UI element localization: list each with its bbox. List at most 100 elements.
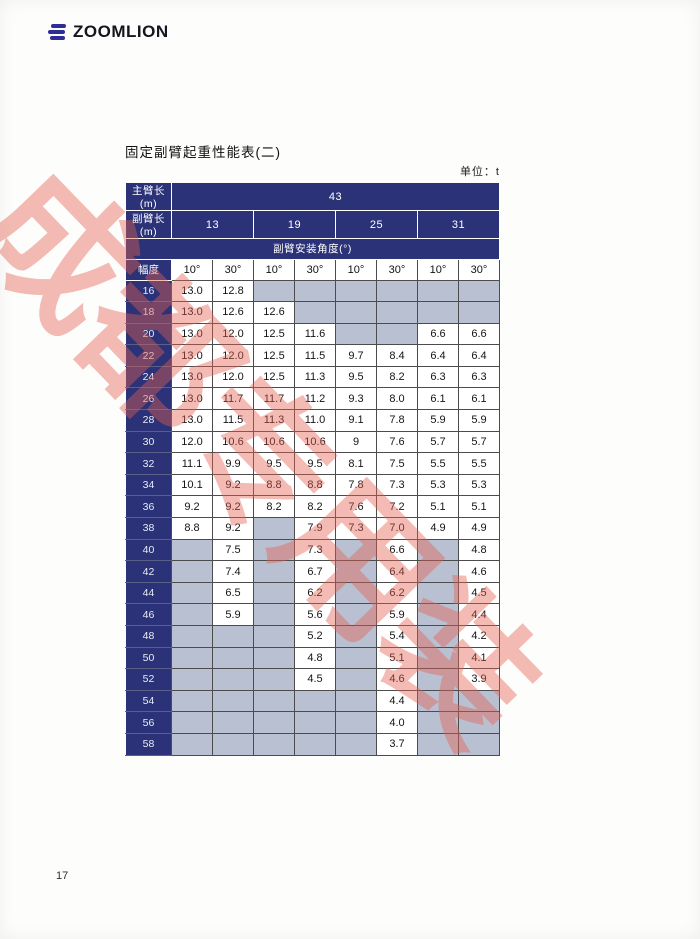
radius-cell: 32 bbox=[125, 452, 172, 475]
load-chart-table: 主臂长(m) 43 副臂长(m) 13 19 25 31 副臂安装角度(°) 幅… bbox=[125, 182, 500, 756]
angle-columns-row: 幅度 10° 30° 10° 30° 10° 30° 10° 30° bbox=[125, 258, 500, 281]
value-cell: 7.5 bbox=[212, 538, 254, 562]
value-cell bbox=[171, 560, 213, 583]
value-cell: 8.0 bbox=[376, 387, 418, 411]
value-cell: 4.9 bbox=[458, 517, 500, 540]
value-cell: 7.3 bbox=[376, 473, 418, 497]
value-cell bbox=[335, 560, 377, 583]
value-cell: 11.7 bbox=[212, 387, 254, 411]
value-cell bbox=[294, 279, 336, 303]
table-row: 20 13.0 12.0 12.5 11.6 6.6 6.6 bbox=[125, 322, 500, 346]
angle-col: 30° bbox=[376, 258, 418, 281]
value-cell: 12.8 bbox=[212, 279, 254, 303]
value-cell bbox=[458, 711, 500, 734]
value-cell: 11.5 bbox=[212, 409, 254, 432]
value-cell bbox=[335, 646, 377, 670]
value-cell: 12.5 bbox=[253, 322, 295, 346]
value-cell bbox=[335, 732, 377, 756]
value-cell: 9.7 bbox=[335, 344, 377, 367]
main-boom-label: 主臂长(m) bbox=[125, 182, 172, 211]
value-cell: 5.9 bbox=[417, 409, 459, 432]
value-cell: 5.6 bbox=[294, 603, 336, 626]
value-cell: 11.3 bbox=[253, 409, 295, 432]
table-row: 34 10.1 9.2 8.8 8.8 7.8 7.3 5.3 5.3 bbox=[125, 473, 500, 497]
value-cell bbox=[294, 711, 336, 734]
value-cell bbox=[253, 732, 295, 756]
table-row: 56 4.0 bbox=[125, 711, 500, 734]
value-cell bbox=[253, 711, 295, 734]
table-row: 40 7.5 7.3 6.6 4.8 bbox=[125, 538, 500, 562]
value-cell: 11.3 bbox=[294, 365, 336, 389]
value-cell: 3.7 bbox=[376, 732, 418, 756]
value-cell: 11.1 bbox=[171, 452, 213, 475]
value-cell bbox=[171, 732, 213, 756]
value-cell bbox=[212, 732, 254, 756]
value-cell: 11.7 bbox=[253, 387, 295, 411]
value-cell: 13.0 bbox=[171, 322, 213, 346]
value-cell: 12.5 bbox=[253, 344, 295, 367]
value-cell bbox=[417, 646, 459, 670]
value-cell: 5.7 bbox=[417, 430, 459, 454]
value-cell: 9.1 bbox=[335, 409, 377, 432]
jib-length-value: 25 bbox=[335, 210, 418, 239]
value-cell: 13.0 bbox=[171, 409, 213, 432]
value-cell: 7.3 bbox=[335, 517, 377, 540]
radius-cell: 58 bbox=[125, 732, 172, 756]
value-cell bbox=[171, 689, 213, 713]
table-row: 32 11.1 9.9 9.5 9.5 8.1 7.5 5.5 5.5 bbox=[125, 452, 500, 475]
value-cell: 10.6 bbox=[294, 430, 336, 454]
value-cell: 7.2 bbox=[376, 495, 418, 519]
value-cell: 4.5 bbox=[458, 581, 500, 605]
value-cell: 13.0 bbox=[171, 301, 213, 324]
value-cell bbox=[417, 732, 459, 756]
radius-cell: 50 bbox=[125, 646, 172, 670]
value-cell: 5.9 bbox=[376, 603, 418, 626]
radius-cell: 34 bbox=[125, 473, 172, 497]
value-cell bbox=[335, 689, 377, 713]
table-row: 48 5.2 5.4 4.2 bbox=[125, 625, 500, 648]
angle-col: 30° bbox=[294, 258, 336, 281]
value-cell: 7.8 bbox=[335, 473, 377, 497]
value-cell: 4.8 bbox=[294, 646, 336, 670]
value-cell: 9.5 bbox=[335, 365, 377, 389]
value-cell: 12.5 bbox=[253, 365, 295, 389]
value-cell: 5.5 bbox=[458, 452, 500, 475]
main-boom-row: 主臂长(m) 43 bbox=[125, 182, 500, 211]
value-cell: 7.9 bbox=[294, 517, 336, 540]
radius-cell: 22 bbox=[125, 344, 172, 367]
table-row: 18 13.0 12.6 12.6 bbox=[125, 301, 500, 324]
value-cell bbox=[253, 560, 295, 583]
radius-cell: 24 bbox=[125, 365, 172, 389]
radius-cell: 38 bbox=[125, 517, 172, 540]
value-cell bbox=[335, 322, 377, 346]
value-cell: 7.5 bbox=[376, 452, 418, 475]
value-cell: 9 bbox=[335, 430, 377, 454]
unit-label: 单位：t bbox=[459, 166, 500, 178]
value-cell: 8.1 bbox=[335, 452, 377, 475]
value-cell bbox=[376, 279, 418, 303]
value-cell: 6.7 bbox=[294, 560, 336, 583]
value-cell: 12.0 bbox=[212, 344, 254, 367]
value-cell: 6.4 bbox=[458, 344, 500, 367]
value-cell: 6.6 bbox=[417, 322, 459, 346]
value-cell bbox=[171, 646, 213, 670]
value-cell: 9.5 bbox=[253, 452, 295, 475]
value-cell bbox=[417, 668, 459, 691]
value-cell bbox=[294, 732, 336, 756]
value-cell: 9.2 bbox=[212, 517, 254, 540]
value-cell bbox=[171, 603, 213, 626]
value-cell bbox=[458, 689, 500, 713]
value-cell bbox=[253, 538, 295, 562]
value-cell bbox=[417, 603, 459, 626]
value-cell bbox=[212, 689, 254, 713]
value-cell: 5.1 bbox=[458, 495, 500, 519]
zoomlion-logo: ZOOMLION bbox=[48, 22, 169, 42]
value-cell: 5.4 bbox=[376, 625, 418, 648]
value-cell: 12.0 bbox=[212, 322, 254, 346]
value-cell bbox=[212, 646, 254, 670]
value-cell: 8.2 bbox=[253, 495, 295, 519]
radius-cell: 28 bbox=[125, 409, 172, 432]
value-cell bbox=[458, 732, 500, 756]
table-row: 52 4.5 4.6 3.9 bbox=[125, 668, 500, 691]
value-cell: 7.6 bbox=[376, 430, 418, 454]
